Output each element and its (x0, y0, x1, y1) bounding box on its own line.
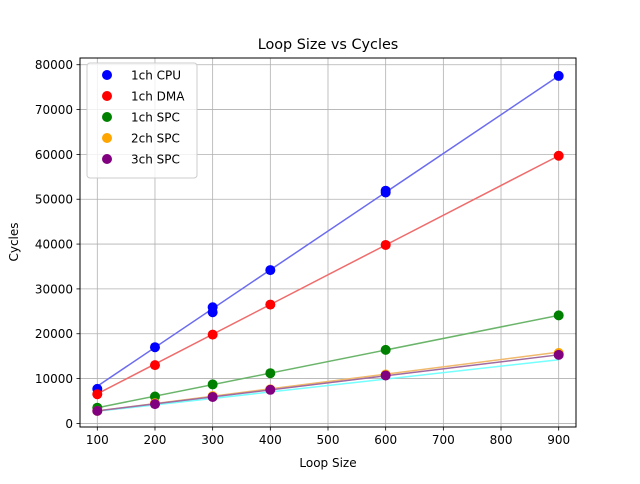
x-tick-label: 700 (432, 433, 455, 447)
trend-line-series-1 (96, 155, 560, 395)
legend-marker (102, 70, 112, 80)
chart-title: Loop Size vs Cycles (258, 37, 399, 53)
data-point-series-1 (380, 239, 391, 250)
trend-line-series-0 (96, 75, 560, 387)
data-point-series-1 (92, 389, 103, 400)
x-tick-label: 500 (317, 433, 340, 447)
data-point-series-0 (207, 302, 218, 313)
data-point-series-2 (207, 379, 218, 390)
data-points (92, 70, 564, 416)
data-point-series-2 (265, 368, 276, 379)
data-point-series-4 (92, 405, 103, 416)
axis-ticks: 100 200 300 400 500 600 700 800 900 0 10000 20000 30… (35, 58, 570, 447)
legend-box (86, 62, 198, 179)
data-point-series-1 (265, 299, 276, 310)
y-tick-label: 30000 (35, 282, 73, 296)
data-point-series-1 (149, 360, 160, 371)
y-axis-label: Cycles (7, 222, 21, 261)
x-tick-label: 100 (86, 433, 109, 447)
x-tick-label: 200 (144, 433, 167, 447)
data-point-series-4 (380, 370, 391, 381)
legend-label: 1ch SPC (131, 111, 180, 125)
y-tick-label: 80000 (35, 58, 73, 72)
grid-layer (80, 58, 576, 427)
legend-label: 3ch SPC (131, 153, 180, 167)
x-tick-label: 800 (490, 433, 513, 447)
trend-line-series-4 (97, 354, 559, 412)
data-point-series-1 (553, 150, 564, 161)
y-tick-label: 50000 (35, 193, 73, 207)
trend-lines (96, 75, 560, 413)
y-tick-label: 40000 (35, 238, 73, 252)
legend: 1ch CPU 1ch DMA 1ch SPC 2ch SPC 3ch SPC (86, 62, 198, 179)
legend-marker (102, 133, 112, 143)
data-point-series-1 (207, 329, 218, 340)
x-axis-label: Loop Size (299, 456, 356, 470)
data-point-series-0 (380, 185, 391, 196)
data-point-series-4 (265, 384, 276, 395)
data-point-series-0 (553, 70, 564, 81)
legend-marker (102, 154, 112, 164)
data-point-series-0 (265, 265, 276, 276)
y-tick-label: 70000 (35, 103, 73, 117)
data-point-series-4 (553, 349, 564, 360)
trend-line-series-2 (97, 314, 559, 409)
legend-label: 1ch CPU (131, 69, 181, 83)
x-tick-label: 300 (201, 433, 224, 447)
y-tick-label: 60000 (35, 148, 73, 162)
legend-label: 2ch SPC (131, 132, 180, 146)
data-point-series-4 (149, 399, 160, 410)
legend-label: 1ch DMA (131, 90, 185, 104)
data-point-series-2 (380, 344, 391, 355)
x-tick-label: 900 (547, 433, 570, 447)
legend-marker (102, 91, 112, 101)
y-tick-label: 10000 (35, 372, 73, 386)
data-point-series-2 (553, 310, 564, 321)
data-point-series-0 (149, 342, 160, 353)
extra-trend-line (97, 359, 559, 413)
x-tick-label: 600 (374, 433, 397, 447)
data-point-series-4 (207, 391, 218, 402)
x-tick-label: 400 (259, 433, 282, 447)
y-tick-label: 0 (65, 417, 73, 431)
legend-marker (102, 112, 112, 122)
y-tick-label: 20000 (35, 327, 73, 341)
